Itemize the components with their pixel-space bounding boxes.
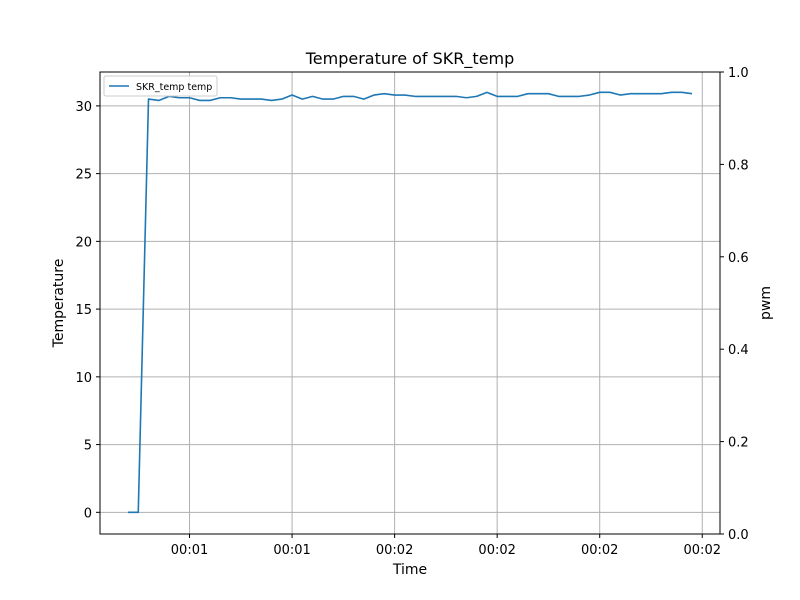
x-axis-title: Time — [392, 562, 427, 578]
x-tick-label: 00:01 — [171, 543, 208, 558]
legend-label: SKR_temp temp — [136, 82, 212, 93]
y2-tick-label: 0.2 — [728, 436, 749, 451]
y2-tick-label: 0.8 — [728, 158, 749, 173]
chart-title: Temperature of SKR_temp — [305, 49, 515, 69]
y-tick-label: 15 — [75, 303, 92, 318]
legend-box — [103, 75, 218, 97]
series-line — [128, 91, 693, 514]
y-tick-label: 10 — [75, 371, 92, 386]
x-tick-label: 00:01 — [273, 543, 310, 558]
x-tick-label: 00:02 — [376, 543, 413, 558]
x-tick-label: 00:02 — [684, 543, 721, 558]
y-tick-label: 25 — [75, 168, 92, 183]
legend: SKR_temp temp — [103, 75, 218, 97]
x-tick-label: 00:02 — [478, 543, 515, 558]
grid — [100, 72, 720, 534]
series-layer — [128, 91, 693, 514]
x-tick-label: 00:02 — [581, 543, 618, 558]
y2-axis-title: pwm — [758, 286, 774, 320]
ticks: 0 5 10 15 20 25 30 0.0 0.2 0.4 0.6 0.8 1.0 00:01 00:01… — [75, 66, 748, 558]
y-axis-title: Temperature — [51, 259, 67, 349]
y-tick-label: 20 — [75, 235, 92, 250]
y-tick-label: 0 — [84, 506, 92, 521]
y-tick-label: 30 — [75, 100, 92, 115]
y-tick-label: 5 — [84, 439, 92, 454]
plot-frame — [99, 71, 721, 535]
y2-tick-label: 1.0 — [728, 66, 749, 81]
y2-tick-label: 0.6 — [728, 251, 749, 266]
y2-tick-label: 0.4 — [728, 343, 749, 358]
y2-tick-label: 0.0 — [728, 528, 749, 543]
